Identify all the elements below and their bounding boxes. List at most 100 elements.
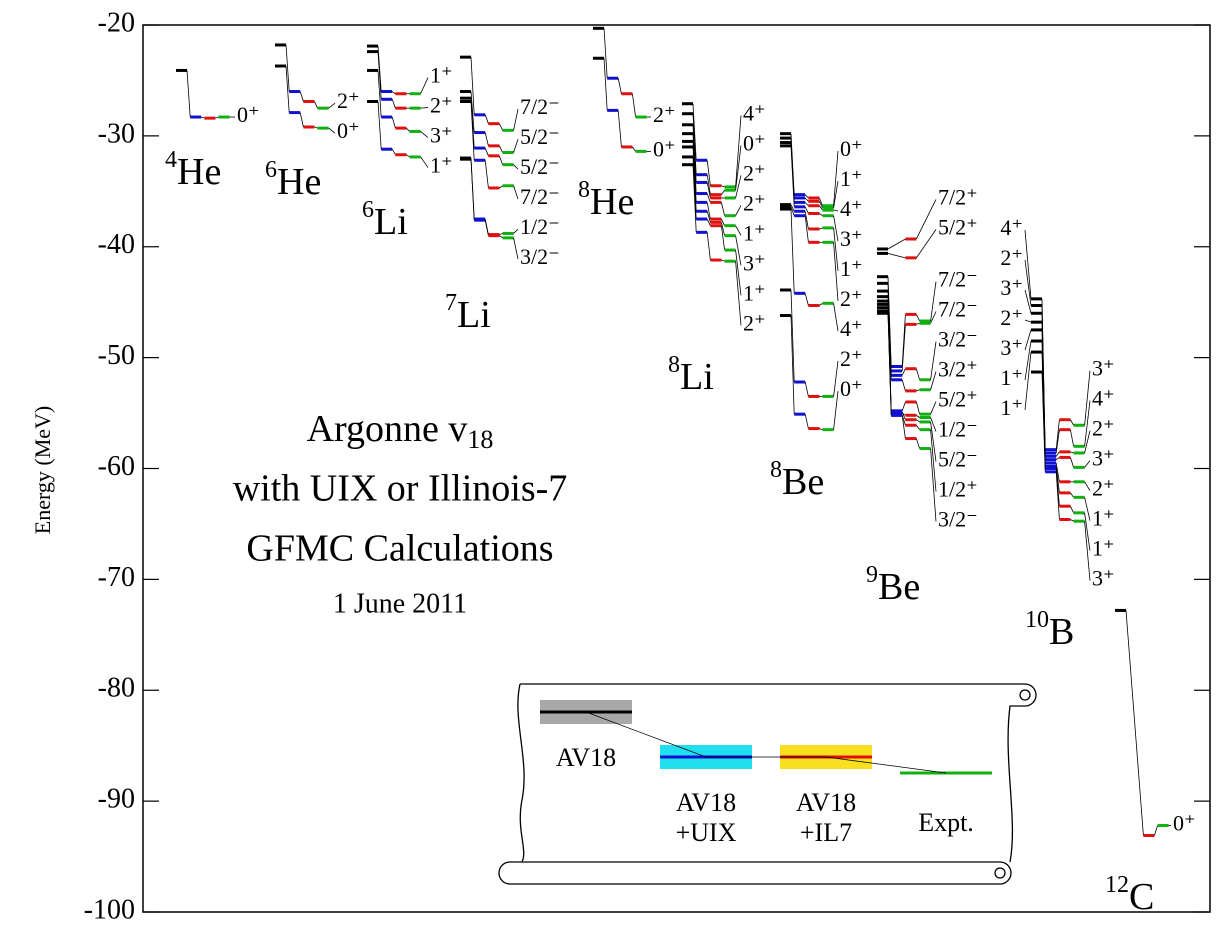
spin-parity-label: 3⁺ [430, 123, 453, 148]
mass-number: 8 [668, 352, 680, 378]
spin-parity-label: 7/2⁻ [520, 94, 560, 119]
connector [916, 402, 919, 414]
nucleus-label: 12C [1105, 872, 1154, 918]
label-leader [736, 205, 741, 215]
connector [201, 117, 204, 118]
connector [471, 159, 474, 220]
nucleus-label: 7Li [445, 290, 491, 336]
connector [485, 220, 488, 236]
connector [707, 160, 710, 186]
nucleus-label: 10B [1025, 607, 1074, 653]
connector [392, 99, 395, 108]
label-leader [1085, 482, 1090, 491]
connector [916, 369, 919, 380]
connector [819, 429, 822, 430]
connector [916, 323, 919, 324]
element-symbol: Li [457, 294, 491, 336]
connector [499, 156, 502, 165]
scroll-curl [995, 868, 1005, 878]
spin-parity-label: 2⁺ [430, 93, 453, 118]
spin-parity-label: 1⁺ [743, 220, 766, 245]
mass-number: 12 [1105, 872, 1129, 898]
connector [1070, 520, 1073, 522]
connector [1056, 452, 1059, 456]
element-symbol: He [277, 161, 321, 203]
connector [916, 425, 919, 429]
connector [392, 149, 395, 155]
spin-parity-label: 0⁺ [1173, 811, 1196, 836]
spin-parity-label: 3/2⁻ [520, 244, 560, 269]
connector [485, 133, 488, 146]
spin-parity-label: 2⁺ [1092, 416, 1115, 441]
spin-parity-label: 1/2⁺ [938, 477, 978, 502]
connector [314, 127, 317, 128]
spin-parity-label: 4⁺ [743, 100, 766, 125]
label-leader [329, 128, 335, 133]
legend-label: AV18 [676, 788, 736, 817]
element-symbol: C [1129, 876, 1154, 918]
spin-parity-label: 5/2⁻ [520, 124, 560, 149]
connector [1056, 457, 1059, 459]
chart: Energy (MeV) Argonne v18 with UIX or Ill… [0, 0, 1220, 925]
spin-parity-label: 3⁺ [1092, 356, 1115, 381]
y-tick-label: -80 [98, 673, 135, 704]
element-symbol: Be [782, 461, 824, 503]
connector [406, 128, 409, 131]
spin-parity-label: 7/2⁻ [938, 267, 978, 292]
spin-parity-label: 0⁺ [743, 130, 766, 155]
spin-parity-label: 3⁺ [1000, 335, 1023, 360]
spin-parity-label: 1⁺ [1000, 395, 1023, 420]
connector [632, 147, 635, 151]
connector [888, 239, 905, 249]
scroll-roll [499, 862, 1011, 884]
spin-parity-label: 2⁺ [743, 160, 766, 185]
label-leader [421, 131, 428, 137]
connector [499, 146, 502, 153]
nucleus-label: 8Be [770, 457, 824, 503]
connector [499, 124, 502, 131]
connector [1070, 493, 1073, 497]
label-leader [834, 391, 838, 430]
element-symbol: Be [878, 566, 920, 608]
nucleus-label: 4He [165, 147, 221, 193]
y-tick-label: -100 [84, 894, 135, 925]
connector [485, 148, 488, 156]
label-leader [834, 151, 838, 206]
spin-parity-label: 2⁺ [337, 88, 360, 113]
spin-parity-label: 5/2⁻ [520, 154, 560, 179]
y-tick-label: -90 [98, 784, 135, 815]
connector [902, 324, 905, 371]
connector [721, 186, 724, 187]
spin-parity-label: 1⁺ [1092, 506, 1115, 531]
connector [300, 113, 303, 127]
element-symbol: Li [680, 356, 714, 398]
connector [1070, 452, 1073, 453]
annotation-date: 1 June 2011 [333, 588, 467, 619]
nucleus-label: 6Li [362, 197, 408, 243]
connector [805, 198, 808, 201]
connector [791, 209, 794, 293]
spin-parity-label: 2⁺ [743, 310, 766, 335]
spin-parity-label: 3⁺ [1092, 446, 1115, 471]
connector [499, 186, 502, 188]
label-leader [1085, 461, 1090, 468]
label-leader [736, 226, 741, 236]
connector [805, 414, 808, 428]
connector [721, 190, 724, 194]
label-leader [834, 303, 838, 331]
spin-parity-label: 4⁺ [1092, 386, 1115, 411]
label-leader [514, 238, 518, 259]
spin-parity-label: 5/2⁻ [938, 447, 978, 472]
spin-parity-label: 3/2⁻ [938, 327, 978, 352]
spin-parity-label: 1⁺ [1000, 365, 1023, 390]
mass-number: 9 [866, 562, 878, 588]
y-axis-label: Energy (MeV) [30, 406, 55, 535]
connector [1154, 826, 1157, 836]
connector [888, 253, 905, 257]
scroll-curl [1020, 690, 1030, 700]
connector [916, 420, 919, 422]
y-tick-label: -60 [98, 451, 135, 482]
element-symbol: He [590, 181, 634, 223]
label-leader [421, 108, 428, 109]
element-symbol: He [177, 151, 221, 193]
